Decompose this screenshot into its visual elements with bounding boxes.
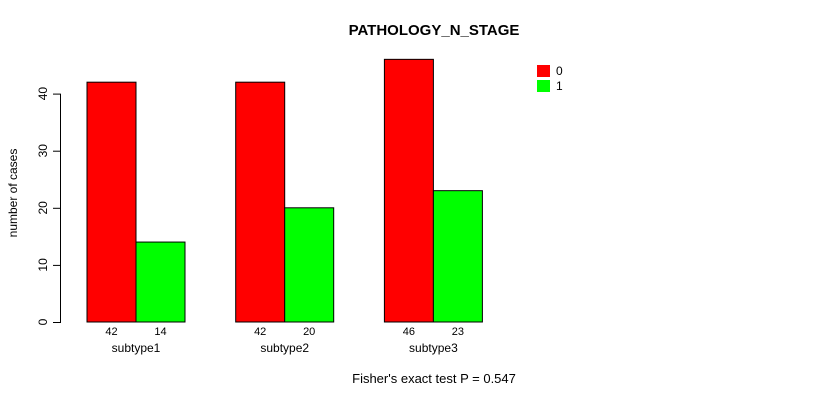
y-axis-title: number of cases <box>6 149 20 238</box>
y-tick-label: 10 <box>36 258 50 272</box>
legend-label: 0 <box>556 64 563 78</box>
bar-value-label: 42 <box>254 326 266 338</box>
y-tick-label: 30 <box>36 144 50 158</box>
legend-item-0: 0 <box>537 64 563 78</box>
chart-title: PATHOLOGY_N_STAGE <box>348 22 520 39</box>
legend-swatch-green <box>537 80 550 92</box>
bar-subtype1-series0 <box>86 81 137 323</box>
bar-subtype2-series0 <box>235 81 286 323</box>
category-label: subtype1 <box>112 341 161 355</box>
bar-subtype3-series0 <box>383 58 434 323</box>
bar-subtype3-series1 <box>432 190 483 323</box>
bar-value-label: 46 <box>403 326 415 338</box>
legend-item-1: 1 <box>537 79 563 93</box>
legend: 0 1 <box>537 64 563 94</box>
legend-swatch-red <box>537 65 550 77</box>
bar-subtype1-series1 <box>135 241 186 323</box>
y-tick-label: 0 <box>36 318 50 325</box>
y-tick-label: 40 <box>36 87 50 101</box>
bar-value-label: 20 <box>303 326 315 338</box>
bar-value-label: 23 <box>452 326 464 338</box>
bar-subtype2-series1 <box>284 207 335 323</box>
legend-label: 1 <box>556 79 563 93</box>
category-label: subtype2 <box>260 341 309 355</box>
bar-value-label: 14 <box>154 326 166 338</box>
fisher-test-footnote: Fisher's exact test P = 0.547 <box>352 371 516 386</box>
y-tick-label: 20 <box>36 201 50 215</box>
category-label: subtype3 <box>409 341 458 355</box>
bar-value-label: 42 <box>105 326 117 338</box>
